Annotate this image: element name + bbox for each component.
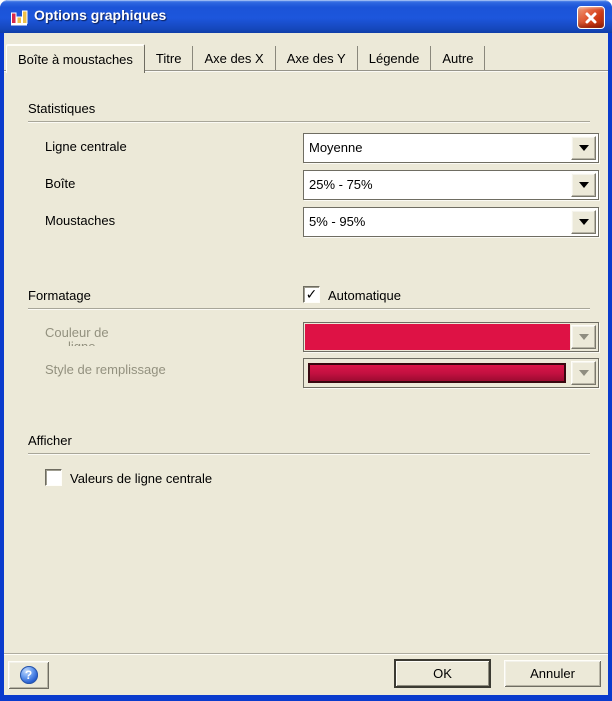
section-title-afficher: Afficher bbox=[28, 433, 72, 448]
bar-chart-icon bbox=[11, 10, 28, 26]
dropdown-arrow-button-disabled bbox=[571, 325, 596, 349]
dropdown-arrow-button[interactable] bbox=[571, 210, 596, 234]
dropdown-arrow-button-disabled bbox=[571, 361, 596, 385]
tab-axe-des-y[interactable]: Axe des Y bbox=[276, 46, 358, 70]
chevron-down-icon bbox=[578, 145, 589, 151]
tab-baseline-divider bbox=[4, 70, 608, 72]
dropdown-arrow-button[interactable] bbox=[571, 173, 596, 197]
label-ligne-centrale: Ligne centrale bbox=[45, 139, 127, 154]
section-title-statistiques: Statistiques bbox=[28, 101, 96, 116]
combo-style-de-remplissage bbox=[303, 358, 599, 388]
tab-axe-des-x[interactable]: Axe des X bbox=[193, 46, 276, 70]
tab-autre[interactable]: Autre bbox=[431, 46, 486, 70]
ok-button[interactable]: OK bbox=[394, 659, 491, 688]
chevron-down-icon bbox=[578, 370, 589, 376]
color-swatch bbox=[305, 324, 570, 350]
label-couleur-de: Couleur de bbox=[45, 325, 109, 340]
section-divider bbox=[28, 121, 590, 123]
tab-boite-a-moustaches[interactable]: Boîte à moustaches bbox=[6, 44, 145, 73]
chevron-down-icon bbox=[578, 182, 589, 188]
valeurs-ligne-centrale-label[interactable]: Valeurs de ligne centrale bbox=[70, 471, 213, 486]
help-icon: ? bbox=[19, 666, 38, 684]
close-icon bbox=[585, 12, 597, 23]
close-button[interactable] bbox=[577, 6, 605, 29]
tab-legende[interactable]: Légende bbox=[358, 46, 432, 70]
chevron-down-icon bbox=[578, 219, 589, 225]
tab-titre[interactable]: Titre bbox=[145, 46, 194, 70]
combo-ligne-centrale[interactable]: Moyenne bbox=[303, 133, 599, 163]
label-style-de-remplissage: Style de remplissage bbox=[45, 362, 166, 377]
combo-moustaches[interactable]: 5% - 95% bbox=[303, 207, 599, 237]
combo-moustaches-value: 5% - 95% bbox=[309, 214, 366, 229]
automatique-label[interactable]: Automatique bbox=[328, 288, 401, 303]
help-button[interactable]: ? bbox=[8, 661, 49, 689]
chevron-down-icon bbox=[578, 334, 589, 340]
automatique-checkbox[interactable]: ✓ bbox=[303, 286, 320, 303]
checkmark-icon: ✓ bbox=[305, 286, 318, 302]
tab-bar: Boîte à moustaches Titre Axe des X Axe d… bbox=[6, 44, 486, 73]
cancel-button[interactable]: Annuler bbox=[504, 660, 601, 687]
label-moustaches: Moustaches bbox=[45, 213, 116, 228]
combo-boite-value: 25% - 75% bbox=[309, 177, 373, 192]
valeurs-ligne-centrale-checkbox[interactable] bbox=[45, 469, 62, 486]
section-divider bbox=[28, 453, 590, 455]
combo-couleur-de-ligne bbox=[303, 322, 599, 352]
window-title: Options graphiques bbox=[34, 7, 167, 23]
combo-boite[interactable]: 25% - 75% bbox=[303, 170, 599, 200]
combo-ligne-centrale-value: Moyenne bbox=[309, 140, 363, 155]
titlebar[interactable]: Options graphiques bbox=[0, 0, 612, 33]
section-divider bbox=[28, 308, 590, 310]
label-couleur-de-line2-clipped: ligne bbox=[68, 340, 128, 346]
footer-divider bbox=[4, 653, 608, 655]
dropdown-arrow-button[interactable] bbox=[571, 136, 596, 160]
label-boite: Boîte bbox=[45, 176, 76, 191]
section-title-formatage: Formatage bbox=[28, 288, 91, 303]
dialog-body: Boîte à moustaches Titre Axe des X Axe d… bbox=[4, 33, 608, 695]
fill-style-swatch bbox=[308, 363, 566, 383]
